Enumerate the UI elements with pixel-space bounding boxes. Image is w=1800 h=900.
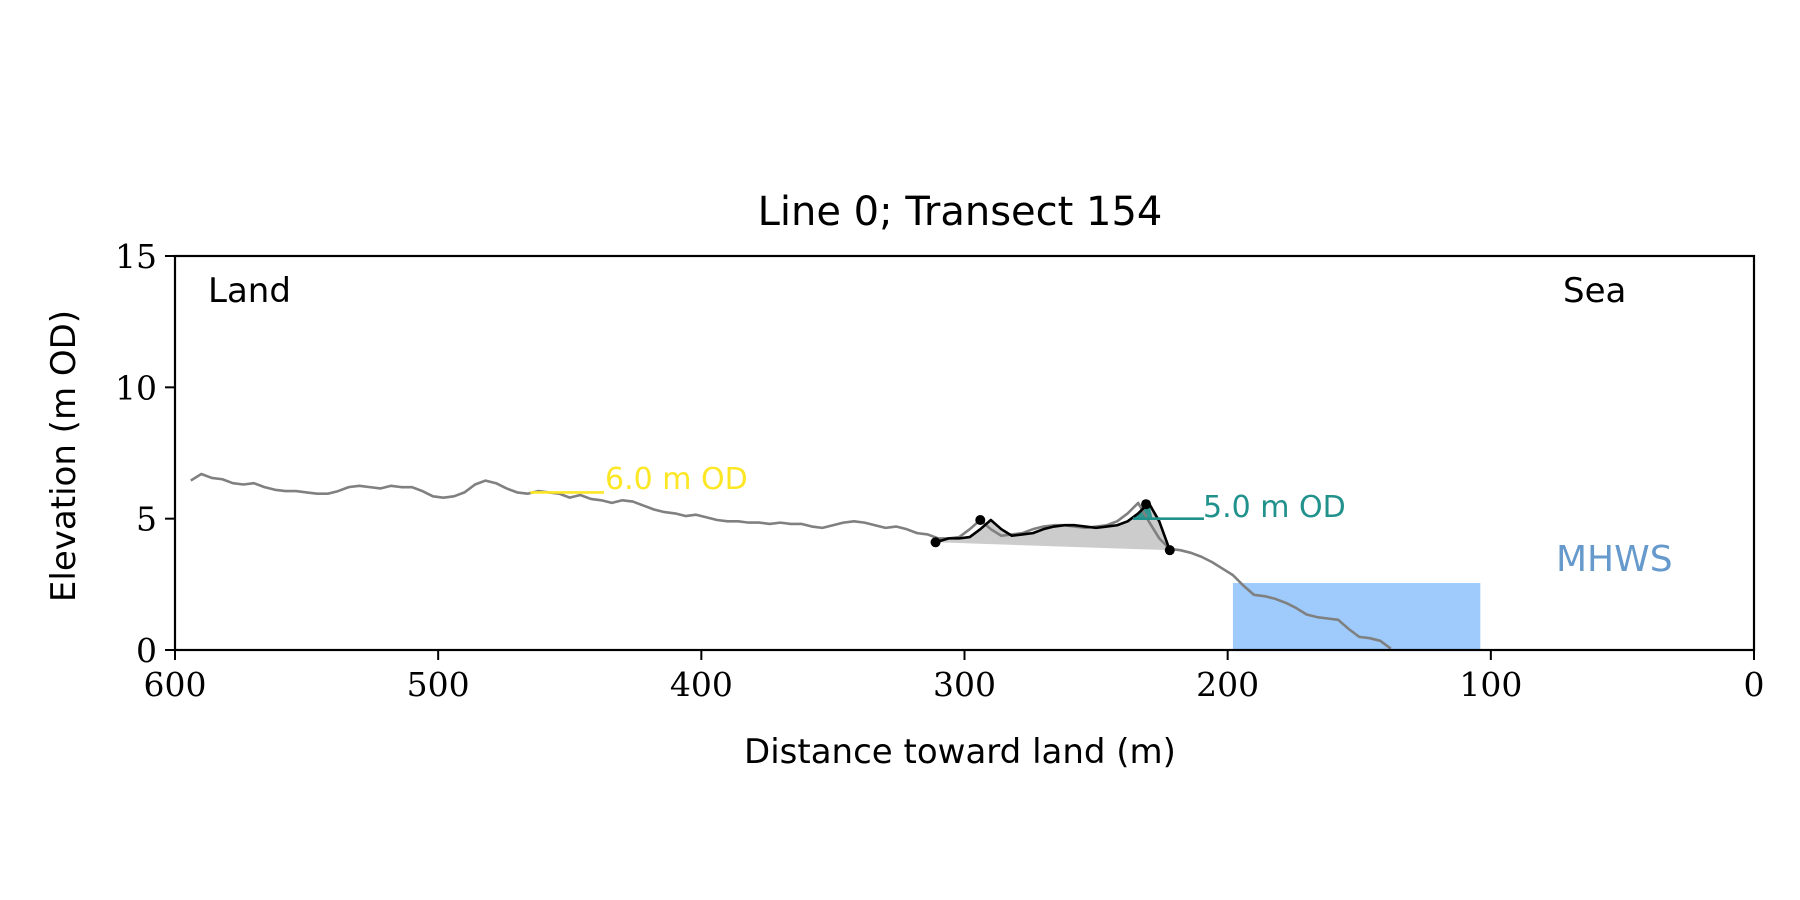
- y-tick-label: 0: [136, 631, 157, 670]
- x-tick-label: 600: [144, 665, 207, 704]
- profile-line: [190, 472, 1392, 650]
- x-tick-label: 500: [407, 665, 470, 704]
- x-axis-label: Distance toward land (m): [744, 732, 1176, 772]
- x-tick-label: 200: [1196, 665, 1259, 704]
- dune-line: [935, 501, 1171, 551]
- x-tick-label: 300: [933, 665, 996, 704]
- y-tick-label: 5: [136, 500, 157, 539]
- plot-data-layer: [190, 472, 1481, 650]
- plot-frame-layer: [173, 254, 1756, 652]
- level-5-label: 5.0 m OD: [1203, 490, 1346, 525]
- tick-layer: 600 500 400 300 200 100 0 0 5 10 15: [115, 237, 1765, 704]
- plot-frame: [173, 254, 1756, 652]
- y-tick-label: 15: [115, 237, 157, 276]
- y-axis-label: Elevation (m OD): [44, 310, 84, 602]
- sea-label: Sea: [1563, 271, 1626, 311]
- x-tick-label: 100: [1459, 665, 1522, 704]
- chart-title: Line 0; Transect 154: [758, 189, 1163, 235]
- dune-point: [1164, 545, 1175, 556]
- y-tick-label: 10: [115, 368, 157, 407]
- dune-volume-fill: [935, 502, 1170, 551]
- x-tick-label: 400: [670, 665, 733, 704]
- level-6-label: 6.0 m OD: [605, 462, 748, 497]
- mhws-area: [1232, 583, 1481, 650]
- dune-point: [1141, 499, 1152, 510]
- land-label: Land: [208, 271, 291, 311]
- dune-point: [930, 537, 941, 548]
- dune-point: [975, 514, 986, 525]
- mhws-label: MHWS: [1556, 539, 1673, 580]
- x-tick-label: 0: [1744, 665, 1765, 704]
